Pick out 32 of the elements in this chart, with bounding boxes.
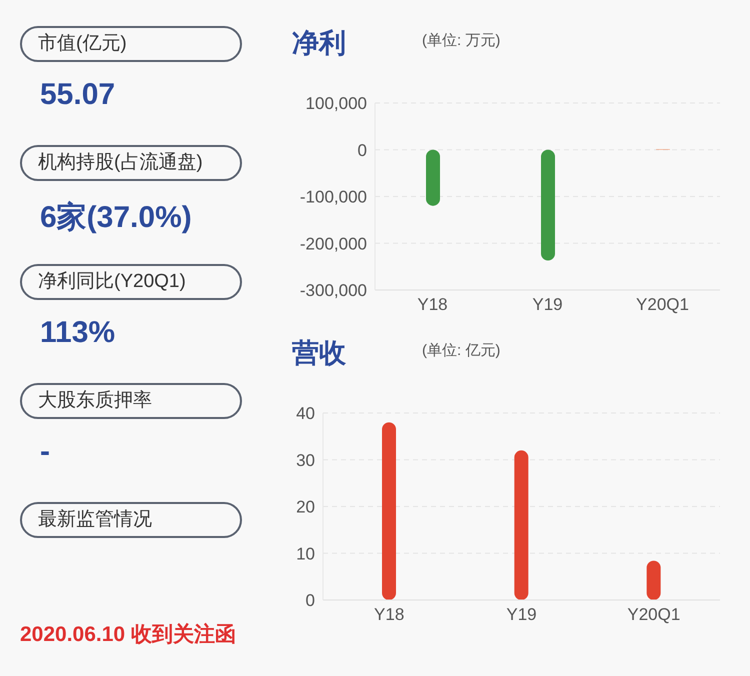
bar [514,450,528,600]
text: 市值(亿元) [20,26,242,62]
x-tick-label: Y18 [374,605,404,624]
text: 113% [40,316,116,350]
text: 机构持股(占流通盘) [20,145,242,181]
chart-subtitle: (单位: 亿元) [422,341,500,360]
y-tick-label: -200,000 [300,234,367,254]
text: 2020.06.10 收到关注函 [20,622,236,648]
x-tick-label: Y20Q1 [627,605,680,624]
text: - [40,435,50,469]
text: 55.07 [40,78,116,112]
y-tick-label: 10 [296,544,315,564]
y-tick-label: 20 [296,498,315,517]
y-tick-label: 0 [358,140,367,160]
bar [382,422,396,600]
y-tick-label: -100,000 [300,188,367,207]
chart-title: 净利 [292,27,346,60]
chart-subtitle: (单位: 万元) [422,31,500,50]
y-tick-label: 40 [296,404,315,424]
x-tick-label: Y18 [417,295,448,314]
y-tick-label: -300,000 [300,281,367,300]
text: 净利同比(Y20Q1) [20,264,242,300]
text: 最新监管情况 [20,502,242,538]
y-tick-label: 100,000 [306,94,367,114]
chart-title: 营收 [292,337,346,370]
y-tick-label: 0 [306,591,315,610]
text: 6家(37.0%) [40,200,192,236]
x-tick-label: Y20Q1 [636,295,689,314]
y-tick-label: 30 [296,450,315,470]
x-tick-label: Y19 [532,295,563,314]
text: 大股东质押率 [20,383,242,419]
x-tick-label: Y19 [506,605,537,624]
